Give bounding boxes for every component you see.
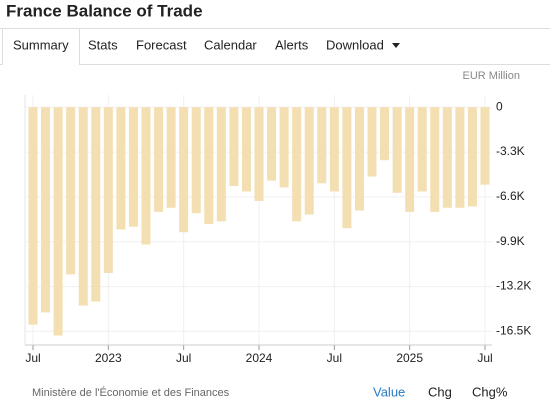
bar: [279, 107, 289, 188]
x-tick-label: 2023: [95, 351, 122, 365]
y-tick-label: -9.9K: [496, 234, 525, 248]
bar: [442, 107, 452, 208]
y-tick-label: -3.3K: [496, 144, 525, 158]
view-button[interactable]: Chg%: [472, 384, 508, 399]
bar: [128, 107, 138, 227]
x-tick-label: Jul: [176, 351, 191, 365]
bar: [430, 107, 440, 212]
tab[interactable]: Summary: [13, 37, 69, 52]
bar: [267, 107, 277, 181]
bar: [204, 107, 214, 225]
bar: [66, 107, 76, 275]
x-tick-label: 2024: [246, 351, 273, 365]
bar: [405, 107, 415, 212]
bar: [417, 107, 427, 192]
bar: [41, 107, 51, 313]
bar: [141, 107, 151, 245]
bar: [254, 107, 264, 201]
bar: [354, 107, 364, 211]
bar: [179, 107, 189, 233]
y-tick-label: 0: [496, 99, 503, 113]
view-button[interactable]: Chg: [428, 384, 452, 399]
y-tick-label: -13.2K: [496, 279, 531, 293]
y-tick-label: -6.6K: [496, 189, 525, 203]
bar: [53, 107, 63, 336]
bar: [191, 107, 201, 214]
dropdown-caret: [392, 43, 400, 48]
y-tick-label: -16.5K: [496, 324, 531, 338]
page-title: France Balance of Trade: [6, 1, 203, 20]
x-tick-label: Jul: [477, 351, 492, 365]
bar: [480, 107, 490, 185]
active-tab: [2, 28, 80, 65]
bar: [342, 107, 352, 229]
bar: [292, 107, 302, 222]
source: Ministère de l'Économie et des Finances: [32, 386, 230, 399]
bar: [166, 107, 176, 208]
view-button[interactable]: Value: [373, 384, 405, 399]
tab[interactable]: Alerts: [275, 37, 309, 52]
bar: [154, 107, 164, 212]
tab[interactable]: Stats: [88, 37, 118, 52]
bar: [304, 107, 314, 215]
bar: [103, 107, 113, 273]
bar: [229, 107, 239, 187]
bar: [78, 107, 88, 306]
bar: [116, 107, 126, 230]
unit-label: EUR Million: [463, 70, 520, 82]
bar: [392, 107, 402, 193]
bar: [455, 107, 465, 208]
x-tick-label: 2025: [396, 351, 423, 365]
bar: [91, 107, 101, 302]
bar: [380, 107, 390, 161]
tab[interactable]: Download: [326, 37, 384, 52]
x-tick-label: Jul: [327, 351, 342, 365]
bar: [28, 107, 38, 325]
tab[interactable]: Forecast: [136, 37, 187, 52]
bar: [367, 107, 377, 177]
tab[interactable]: Calendar: [204, 37, 257, 52]
bar: [467, 107, 477, 207]
bar: [329, 107, 339, 192]
bar: [241, 107, 251, 192]
x-tick-label: Jul: [25, 351, 40, 365]
bar: [317, 107, 327, 184]
bar: [216, 107, 226, 222]
